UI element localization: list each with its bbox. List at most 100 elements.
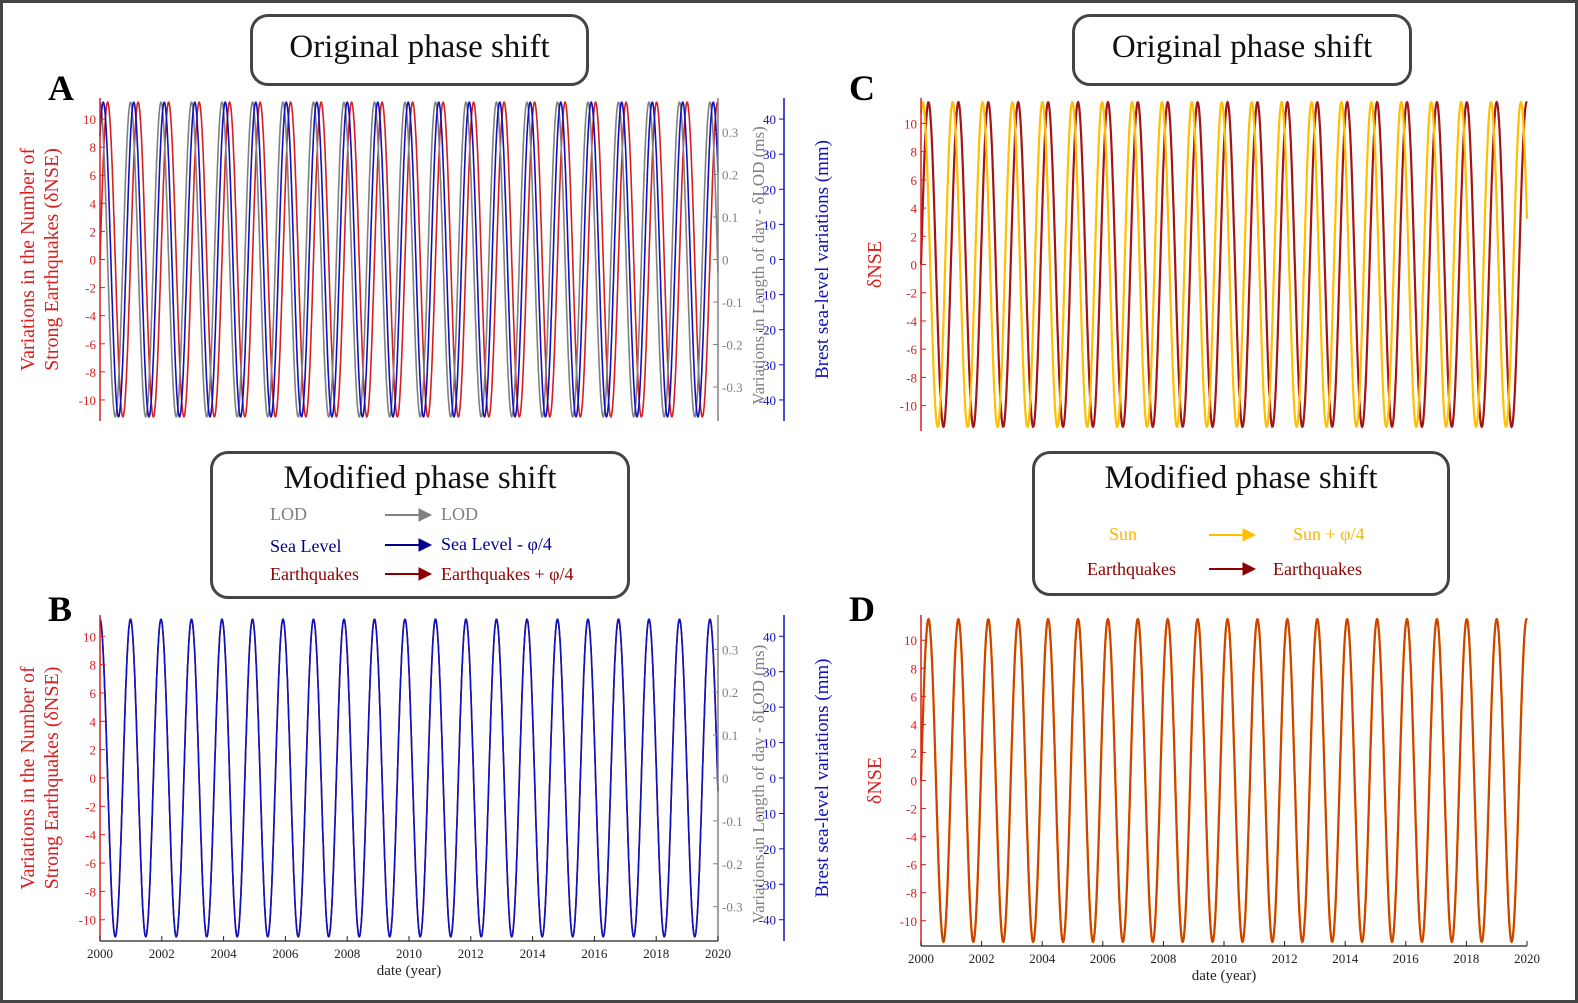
y2-label: Variations in Length of day - δLOD (ms) <box>749 126 768 405</box>
y3-tick-label: -30 <box>759 877 776 892</box>
y-label: δNSE <box>864 757 886 804</box>
y-tick-label: -4 <box>85 309 96 324</box>
y-label-line1: Variations in the Number of <box>17 666 39 890</box>
x-tick-label: 2008 <box>1150 951 1176 966</box>
y-tick-label: 8 <box>90 658 97 673</box>
x-tick-label: 2002 <box>149 946 175 961</box>
y-tick-label: -10 <box>900 399 917 414</box>
y-label: δNSE <box>864 241 886 288</box>
y-tick-label: 4 <box>911 717 918 732</box>
y-tick-label: 8 <box>911 661 918 676</box>
y3-tick-label: 40 <box>763 112 776 127</box>
x-tick-label: 2010 <box>1211 951 1237 966</box>
y-tick-label: -8 <box>85 884 96 899</box>
y-tick-label: 4 <box>911 201 918 216</box>
x-tick-label: 2014 <box>1332 951 1359 966</box>
y-tick-label: 10 <box>904 633 917 648</box>
y-tick-label: 2 <box>90 224 97 239</box>
y3-tick-label: -40 <box>759 913 776 928</box>
legend-left-from-2: Earthquakes <box>270 564 359 584</box>
y-tick-label: 10 <box>83 112 96 127</box>
legend-left-from-1: Sea Level <box>270 536 342 556</box>
y-tick-label: -8 <box>906 886 917 901</box>
y2-tick-label: -0.1 <box>722 814 743 829</box>
y-tick-label: -6 <box>906 858 917 873</box>
y2-tick-label: 0 <box>722 253 729 268</box>
y-tick-label: -4 <box>85 828 96 843</box>
title-left-top: Original phase shift <box>289 29 550 65</box>
y3-tick-label: -20 <box>759 842 776 857</box>
y-tick-label: -10 <box>79 393 96 408</box>
y-tick-label: 10 <box>83 629 96 644</box>
y3-tick-label: -10 <box>759 806 776 821</box>
x-tick-label: 2004 <box>211 946 238 961</box>
x-tick-label: 2008 <box>334 946 360 961</box>
y2-label: Variations in Length of day - δLOD (ms) <box>749 645 768 924</box>
title-left-mid: Modified phase shift <box>283 460 557 496</box>
legend-box-left: Modified phase shift LOD LOD Sea Level S… <box>210 451 630 599</box>
y2-tick-label: -0.2 <box>722 857 743 872</box>
legend-left-from-0: LOD <box>270 504 307 524</box>
legend-right-from-1: Earthquakes <box>1087 559 1176 579</box>
legend-right-from-0: Sun <box>1109 524 1138 544</box>
y-tick-label: -2 <box>906 802 917 817</box>
x-tick-label: 2020 <box>705 946 731 961</box>
legend-left-arrows <box>385 508 433 581</box>
y-tick-label: -4 <box>906 314 917 329</box>
arrow-right-icon <box>385 538 433 552</box>
y-tick-label: 8 <box>911 145 918 160</box>
title-box-right-top: Original phase shift <box>1072 14 1412 86</box>
x-tick-label: 2016 <box>1393 951 1420 966</box>
panel-letter-d: D <box>849 589 875 629</box>
y2-tick-label: -0.1 <box>722 295 743 310</box>
x-label: date (year) <box>1192 968 1257 984</box>
x-label: date (year) <box>377 963 442 979</box>
y-tick-label: -8 <box>906 370 917 385</box>
series-line-1 <box>99 101 719 418</box>
x-tick-label: 2016 <box>581 946 608 961</box>
y2-tick-label: 0.1 <box>722 728 738 743</box>
legend-box-right: Modified phase shift Sun Sun + φ/4 Earth… <box>1032 451 1450 596</box>
y2-tick-label: 0.2 <box>722 168 738 183</box>
y-tick-label: 0 <box>911 774 918 789</box>
arrow-right-icon <box>385 567 433 581</box>
y-tick-label: 6 <box>90 686 97 701</box>
y-tick-label: 0 <box>90 253 97 268</box>
y3-tick-label: 30 <box>763 147 776 162</box>
y-tick-label: 8 <box>90 140 97 155</box>
legend-right-to-1: Earthquakes <box>1273 559 1362 579</box>
y-tick-label: 6 <box>90 168 97 183</box>
series-line-1 <box>919 617 1528 944</box>
panel-letter-b: B <box>48 589 73 629</box>
series-line-2 <box>99 618 719 938</box>
y-label-line2: Strong Earthquakes (δNSE) <box>41 667 63 890</box>
y-tick-label: -10 <box>79 913 96 928</box>
y-tick-label: 2 <box>911 229 918 244</box>
x-tick-label: 2006 <box>1090 951 1117 966</box>
series-line-0 <box>919 100 1528 429</box>
y3-tick-label: 40 <box>763 629 776 644</box>
legend-left-to-1: Sea Level - φ/4 <box>441 534 552 554</box>
y-label-line1: Variations in the Number of <box>17 148 39 372</box>
y2-tick-label: 0.1 <box>722 210 738 225</box>
panel-letter-a: A <box>48 68 74 108</box>
title-box-left-top: Original phase shift <box>250 14 589 86</box>
y3-label: Brest sea-level variations (mm) <box>812 140 833 379</box>
y-tick-label: 0 <box>911 258 918 273</box>
y2-tick-label: -0.3 <box>722 900 743 915</box>
y3-tick-label: -10 <box>759 288 776 303</box>
arrow-right-icon <box>385 508 433 522</box>
x-tick-label: 2012 <box>1272 951 1298 966</box>
legend-left-to-0: LOD <box>441 504 478 524</box>
y-tick-label: -6 <box>85 856 96 871</box>
y-tick-label: -2 <box>85 799 96 814</box>
arrow-right-icon <box>1209 562 1257 576</box>
x-tick-label: 2010 <box>396 946 422 961</box>
y2-tick-label: 0.2 <box>722 685 738 700</box>
y2-tick-label: -0.3 <box>722 380 743 395</box>
x-tick-label: 2018 <box>643 946 669 961</box>
y-tick-label: 2 <box>90 743 97 758</box>
panel-letter-c: C <box>849 68 875 108</box>
